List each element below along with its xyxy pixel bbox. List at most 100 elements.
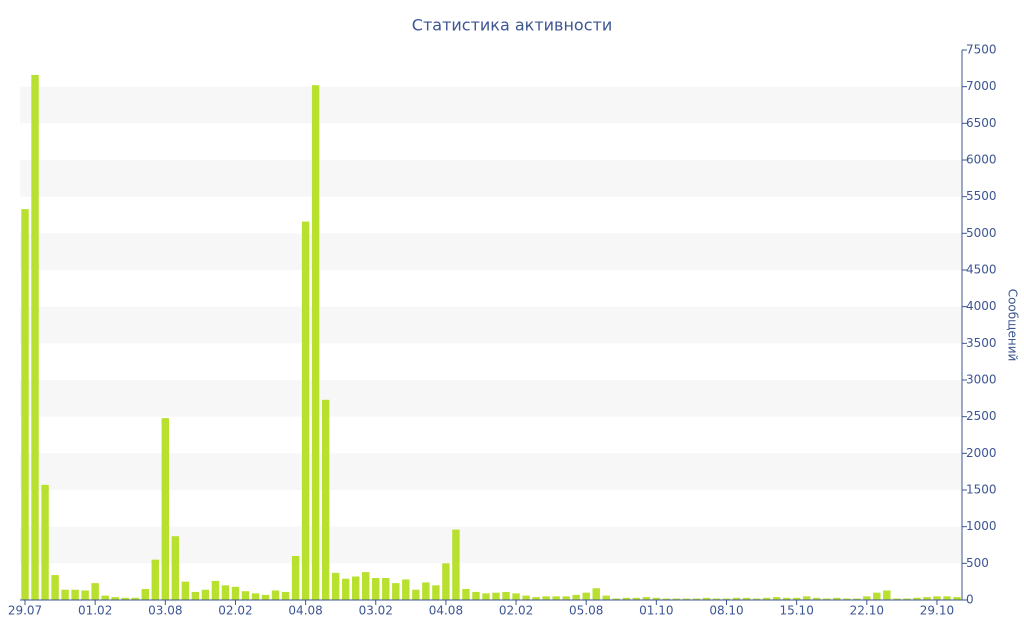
bar <box>953 597 961 600</box>
x-tick-label: 29.10 <box>920 604 954 618</box>
y-tick-label: 4500 <box>966 263 997 277</box>
x-tick-label: 02.02 <box>218 604 252 618</box>
bar <box>802 596 811 600</box>
x-tick-label: 29.07 <box>8 604 42 618</box>
bar <box>251 593 260 600</box>
bar <box>81 590 89 600</box>
bar <box>502 591 510 600</box>
bar <box>522 595 530 600</box>
bar <box>211 580 220 600</box>
bar <box>512 593 520 600</box>
bar <box>562 596 570 600</box>
bar <box>772 597 781 600</box>
bar <box>412 589 420 600</box>
bar <box>392 583 400 600</box>
y-tick-label: 5500 <box>966 189 997 203</box>
grid-band <box>20 526 962 564</box>
bar <box>131 597 139 600</box>
bar <box>231 586 240 600</box>
bar <box>923 597 931 600</box>
bar <box>432 585 440 600</box>
bar <box>311 85 320 600</box>
y-tick-label: 3500 <box>966 336 997 350</box>
bar <box>542 596 550 600</box>
bar <box>111 597 119 600</box>
bar <box>71 589 79 600</box>
bar <box>742 597 751 600</box>
bar <box>712 598 721 600</box>
bar <box>352 576 360 600</box>
bar <box>812 597 821 600</box>
x-tick-label: 01.10 <box>639 604 673 618</box>
x-tick-label: 03.08 <box>148 604 182 618</box>
bar <box>833 597 841 600</box>
bar <box>662 598 671 600</box>
bar <box>141 589 149 600</box>
y-tick-label: 4000 <box>966 299 997 313</box>
bar <box>91 583 99 600</box>
grid-band <box>20 306 962 344</box>
x-tick-label: 02.02 <box>499 604 533 618</box>
bar <box>863 596 871 600</box>
bar <box>171 536 180 600</box>
bar <box>552 596 560 600</box>
bar <box>472 591 480 600</box>
bar <box>572 594 580 600</box>
bar <box>893 598 901 600</box>
y-tick-label: 7000 <box>966 79 997 93</box>
bar <box>602 595 610 600</box>
bar <box>873 592 881 600</box>
y-tick-label: 7500 <box>966 43 997 57</box>
bar <box>331 572 340 600</box>
x-tick-label: 03.02 <box>359 604 393 618</box>
grid-band <box>20 453 962 490</box>
bar <box>532 597 540 600</box>
bar <box>341 578 350 600</box>
bar <box>191 591 200 600</box>
bar <box>482 593 490 600</box>
y-tick-label: 5000 <box>966 226 997 240</box>
y-tick-label: 2000 <box>966 446 997 460</box>
y-tick-label: 2500 <box>966 409 997 423</box>
bar <box>21 209 29 600</box>
bar <box>321 399 330 600</box>
chart-title: Статистика активности <box>412 16 612 35</box>
x-tick-label: 04.08 <box>429 604 463 618</box>
bar <box>61 589 69 600</box>
y-tick-label: 1500 <box>966 483 997 497</box>
x-tick-label: 22.10 <box>850 604 884 618</box>
y-tick-label: 3000 <box>966 373 997 387</box>
bar <box>261 594 270 600</box>
bar <box>752 598 761 600</box>
bar <box>382 578 390 600</box>
bar <box>782 597 791 600</box>
bar <box>692 598 701 600</box>
bar <box>372 578 380 600</box>
bar <box>732 597 741 600</box>
bar <box>201 589 210 600</box>
bar <box>462 589 470 600</box>
y-tick-label: 0 <box>966 593 974 607</box>
bar <box>51 575 59 600</box>
bar <box>883 590 891 600</box>
grid-band <box>20 160 962 197</box>
bar <box>582 592 590 600</box>
bar <box>281 591 290 600</box>
bar <box>943 596 951 600</box>
bar <box>853 598 861 600</box>
bar <box>221 585 230 600</box>
y-tick-label: 500 <box>966 556 989 570</box>
grid-band <box>20 233 962 270</box>
y-tick-label: 6500 <box>966 116 997 130</box>
bar <box>632 597 641 600</box>
bar <box>31 74 39 600</box>
x-tick-label: 04.08 <box>288 604 322 618</box>
x-tick-label: 05.08 <box>569 604 603 618</box>
bar <box>181 581 190 600</box>
bar <box>241 591 250 600</box>
bar <box>722 598 731 600</box>
bar <box>422 582 430 600</box>
bar <box>442 563 450 600</box>
grid-band <box>20 380 962 417</box>
